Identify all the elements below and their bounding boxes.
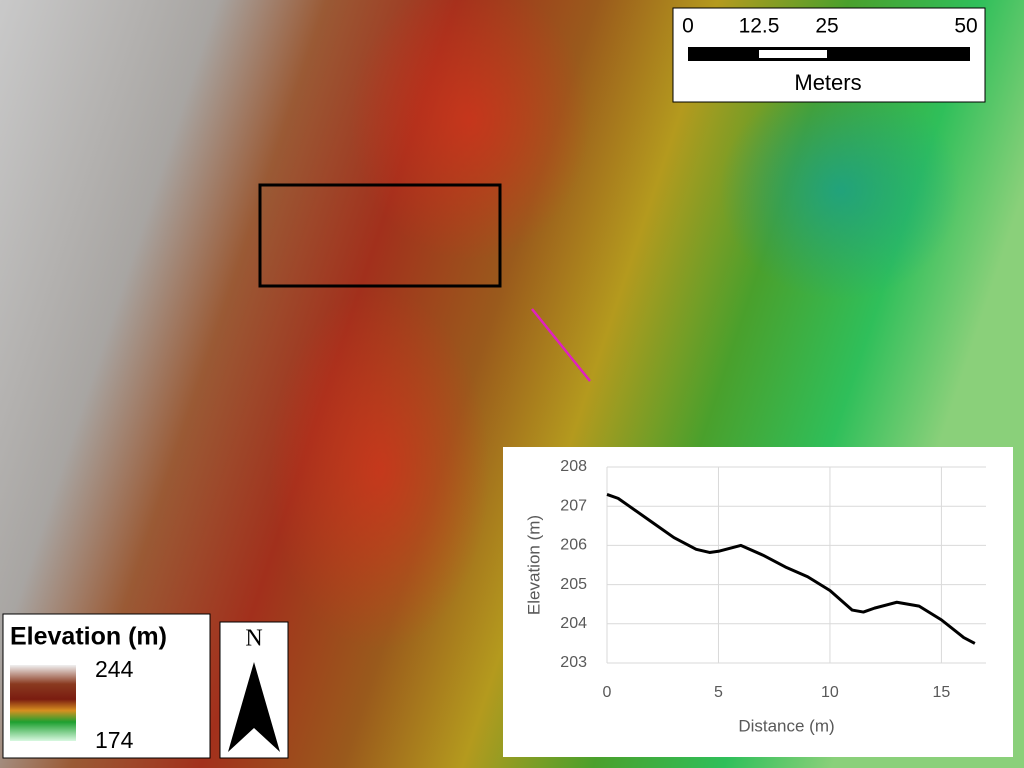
- x-tick-label: 0: [603, 684, 612, 701]
- profile-chart-box: [503, 447, 1013, 757]
- high-area: [270, 290, 490, 650]
- y-tick-label: 207: [560, 497, 587, 514]
- profile-line: [531, 308, 591, 382]
- focus-box: [258, 183, 502, 288]
- y-tick-label: 206: [560, 537, 587, 554]
- legend-min: 174: [95, 727, 134, 753]
- x-tick-label: 15: [933, 684, 951, 701]
- scale-label: 0: [682, 15, 694, 38]
- scale-label: 50: [954, 15, 977, 38]
- y-tick-label: 203: [560, 654, 587, 671]
- y-tick-label: 205: [560, 576, 587, 593]
- y-tick-label: 204: [560, 615, 587, 632]
- x-tick-label: 5: [714, 684, 723, 701]
- scale-label: 25: [815, 15, 838, 38]
- low-area: [720, 80, 960, 300]
- legend-max: 244: [95, 656, 134, 682]
- y-axis-title: Elevation (m): [524, 515, 543, 615]
- scale-bar-segment: [759, 50, 827, 58]
- y-tick-label: 208: [560, 458, 587, 475]
- x-axis-title: Distance (m): [738, 716, 834, 735]
- scale-unit: Meters: [794, 70, 861, 95]
- scale-label: 12.5: [739, 15, 780, 38]
- north-arrow: [228, 662, 280, 752]
- x-tick-label: 10: [821, 684, 839, 701]
- legend-title: Elevation (m): [10, 623, 167, 651]
- north-label: N: [245, 626, 262, 652]
- profile-line: [606, 493, 976, 645]
- high-area: [350, 0, 590, 260]
- legend-ramp: [10, 665, 76, 741]
- scale-bar: [688, 47, 970, 61]
